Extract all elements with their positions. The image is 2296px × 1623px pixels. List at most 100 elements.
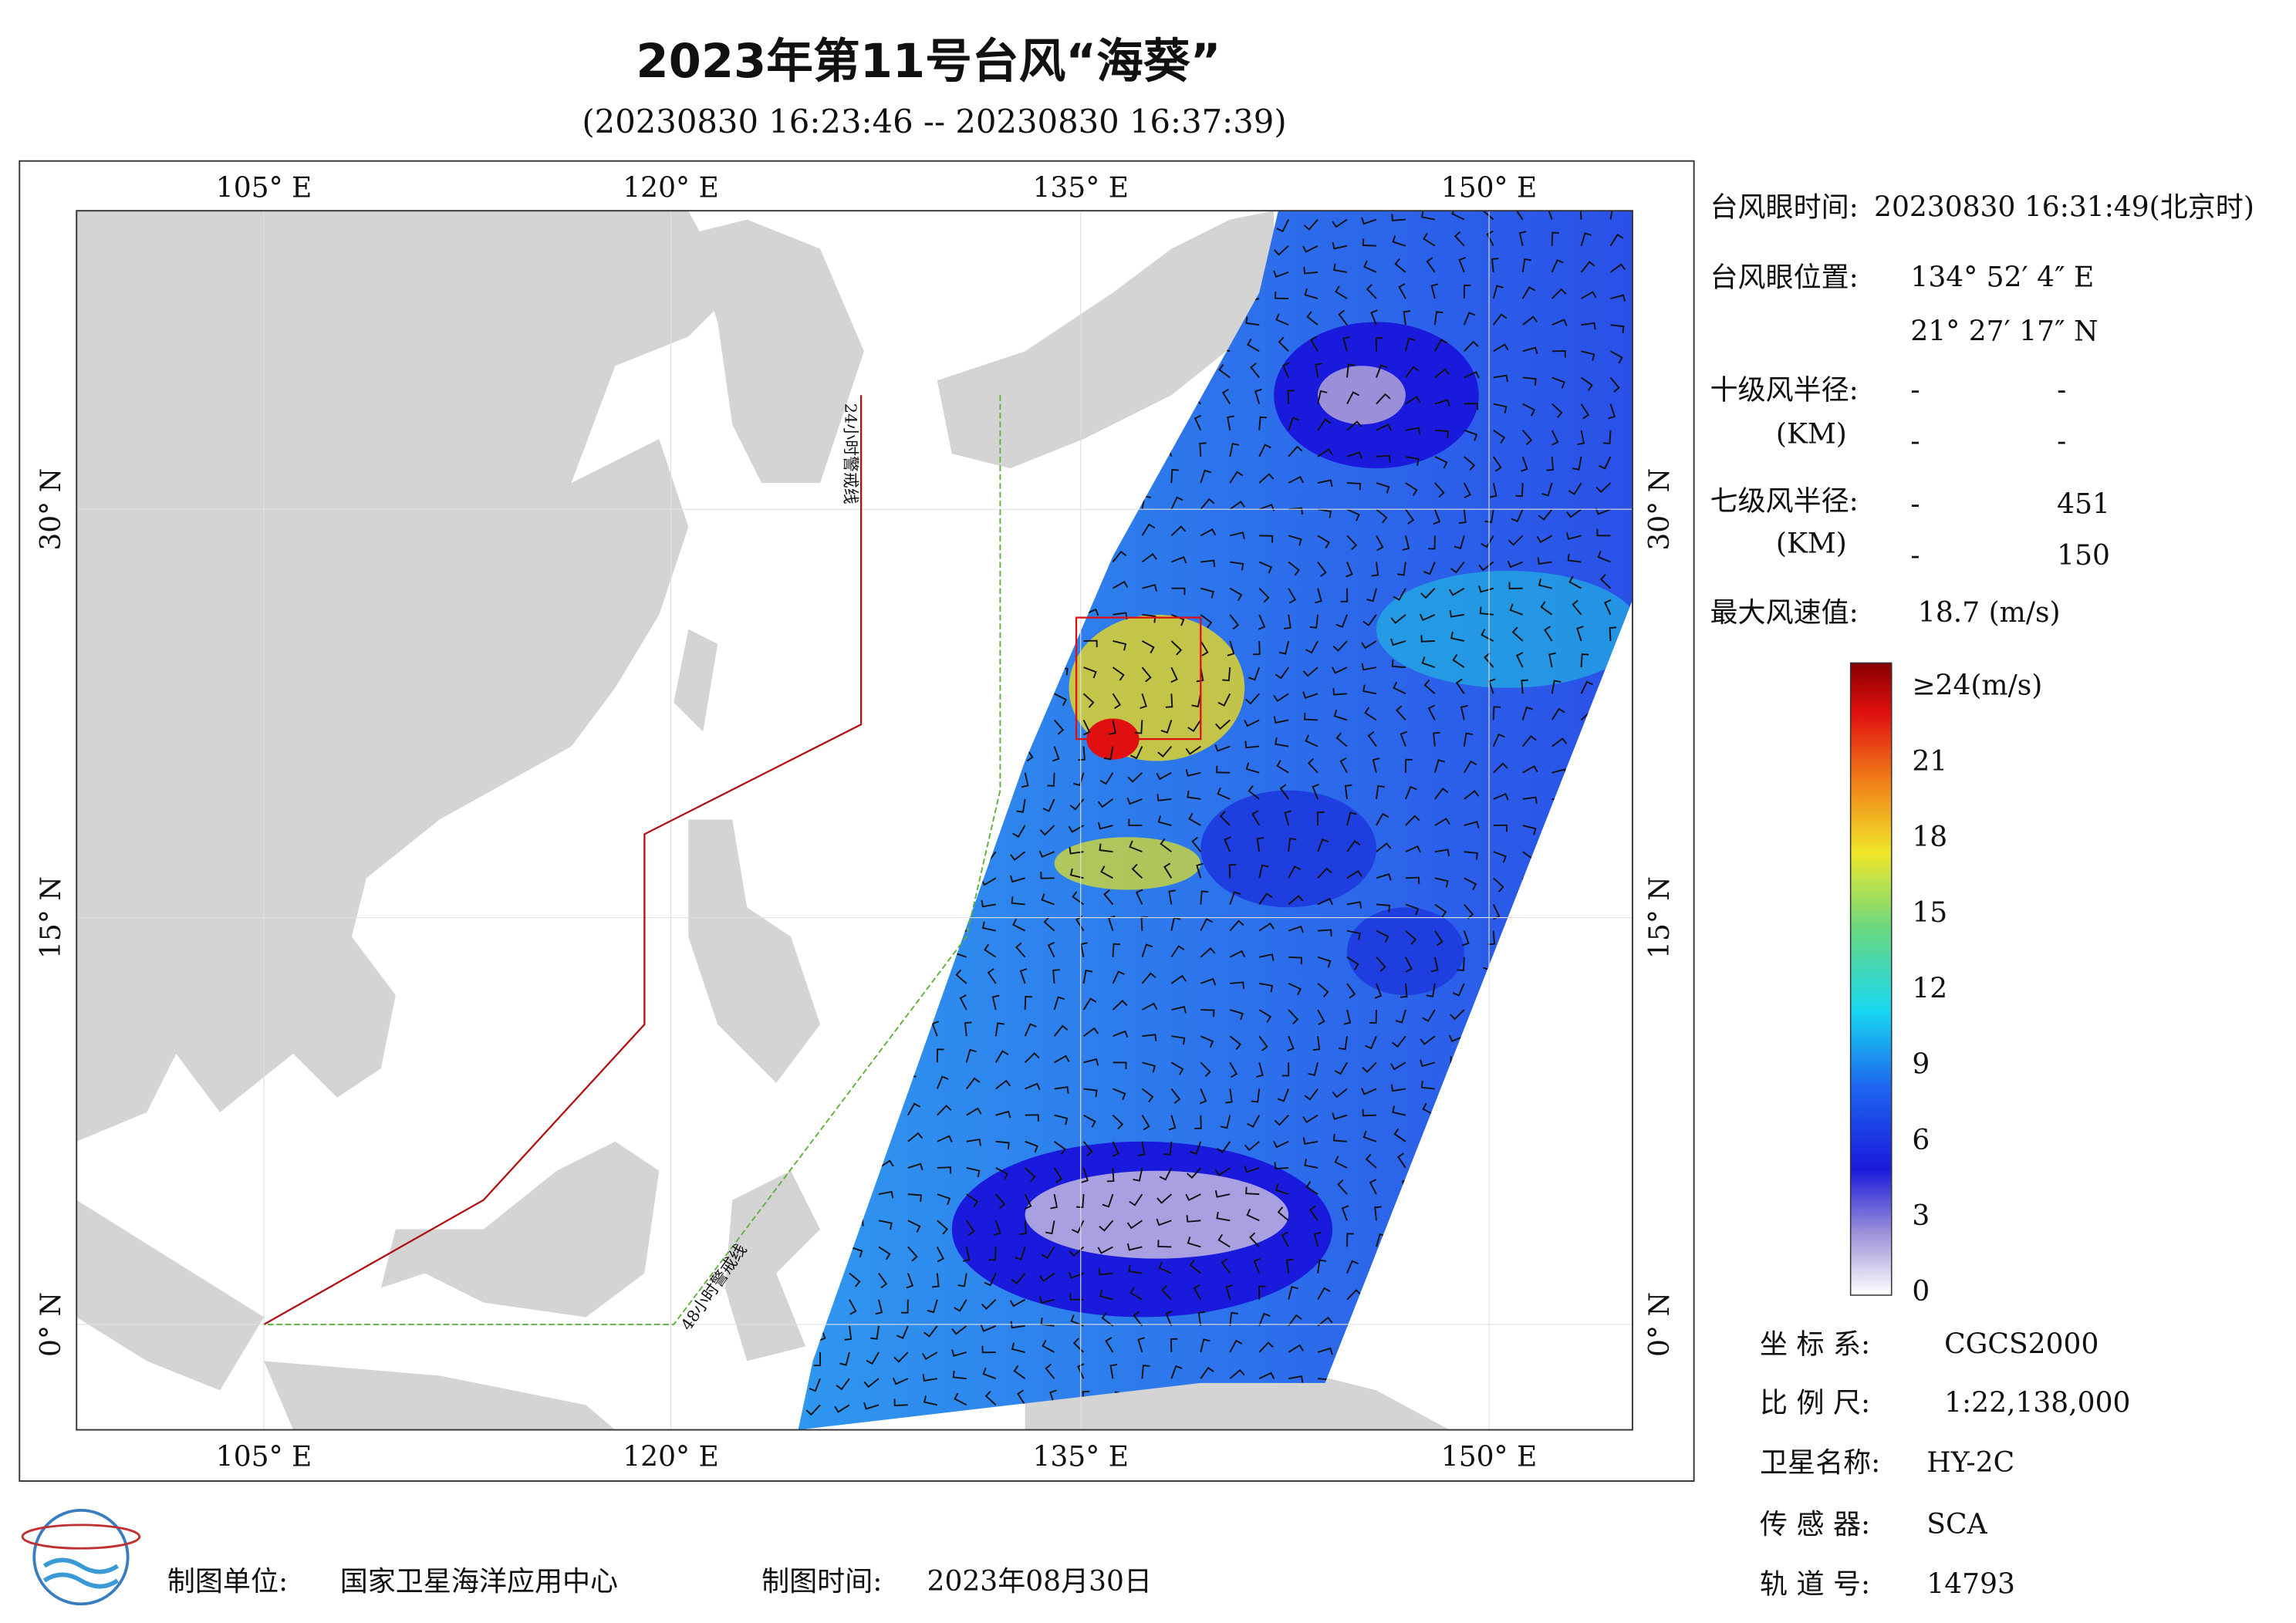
wind-barb (1433, 759, 1445, 773)
wind-barb (1316, 811, 1325, 826)
wind-barb (1405, 903, 1420, 916)
wind-barb (1493, 877, 1504, 892)
wind-barb (1112, 666, 1125, 681)
wind-barb (1141, 972, 1156, 984)
wind-barb (1258, 504, 1275, 511)
wind-barb (952, 1370, 967, 1380)
wind-barb (1275, 292, 1289, 299)
wind-barb (863, 1402, 880, 1410)
wind-barb (1346, 956, 1359, 970)
wind-barb (1041, 893, 1055, 906)
wind-barb (1256, 837, 1264, 852)
wind-barb (1112, 693, 1122, 710)
wind-barb (1221, 388, 1231, 405)
wind-barb (1258, 588, 1270, 603)
wind-barb (1335, 732, 1348, 747)
wind-barb (984, 1390, 997, 1406)
wind-barb (1275, 666, 1289, 680)
warning-line-24h (263, 395, 863, 1325)
wind-barb (1229, 501, 1245, 511)
wind-barb (1288, 417, 1300, 431)
wind-barb (1464, 429, 1478, 441)
wind-barb (1168, 889, 1176, 905)
wind-barb (1390, 1061, 1406, 1071)
value: 150 (2057, 540, 2110, 572)
wind-barb (1249, 1232, 1260, 1248)
wind-barb (809, 1378, 821, 1392)
wind-barb (1521, 286, 1536, 299)
wind-barb (1099, 843, 1113, 853)
wind-barb (951, 1325, 967, 1335)
wind-barb (1372, 758, 1380, 773)
lat-label: 15° N (1644, 876, 1676, 959)
wind-barb (1229, 1009, 1244, 1021)
wind-barb (1394, 258, 1406, 273)
wind-barb (1508, 535, 1524, 546)
wind-barb (849, 1299, 857, 1315)
wind-barb (1572, 456, 1582, 471)
wind-barb (1024, 1193, 1032, 1210)
wind-barb (1332, 640, 1348, 652)
wind-barb (1398, 283, 1406, 299)
wind-barb (1376, 393, 1391, 405)
value: - (2057, 374, 2066, 406)
wind-barb (1082, 720, 1091, 736)
wind-barb (1112, 580, 1129, 589)
wind-barb (1258, 892, 1273, 906)
wind-barb (1581, 376, 1593, 391)
wind-barb (1083, 1114, 1096, 1128)
wind-barb (936, 1075, 949, 1089)
wind-barb (1287, 1035, 1295, 1052)
wind-barb (1137, 1141, 1146, 1157)
wind-barb (1019, 968, 1028, 984)
wind-barb (1511, 508, 1524, 523)
wind-barb (1141, 523, 1156, 536)
wind-barb (1170, 974, 1187, 984)
wind-barb (1156, 1193, 1172, 1204)
wind-barb (1346, 562, 1353, 578)
wind-barb (1393, 1128, 1406, 1142)
wind-barb (1016, 798, 1026, 813)
wind-barb (1317, 983, 1329, 997)
wind-barb (1541, 482, 1553, 497)
wind-barb (1160, 720, 1173, 734)
value: - (1910, 374, 1920, 406)
wind-barb (1405, 930, 1417, 945)
wind-barb (1288, 983, 1302, 996)
wind-barb (1258, 473, 1275, 484)
wind-barb (1537, 557, 1552, 565)
wind-barb (1304, 288, 1319, 299)
wind-barb (1608, 403, 1616, 420)
wind-barb (1302, 691, 1319, 699)
wind-barb (1493, 343, 1509, 353)
wind-barb (1200, 1366, 1214, 1379)
value: 1:22,138,000 (1944, 1387, 2130, 1419)
wind-barb (1604, 599, 1612, 616)
colorbar-label: ≥24(m/s) (1912, 670, 2042, 702)
wind-barb (1248, 666, 1261, 681)
wind-barb (1284, 810, 1292, 826)
wind-barb (1580, 232, 1592, 247)
wind-barb (878, 1273, 888, 1289)
wind-barb (1346, 840, 1361, 852)
wind-barb (1609, 376, 1620, 393)
value: - (1910, 488, 1920, 520)
wind-barb (1170, 666, 1178, 683)
wind-barb (955, 969, 967, 984)
wind-barb (1396, 705, 1406, 721)
wind-barb (1171, 1035, 1186, 1045)
lon-label: 105° E (216, 1442, 312, 1473)
wind-barb (1464, 851, 1478, 860)
wind-barb (1521, 258, 1531, 273)
wind-barb (1141, 553, 1157, 563)
wind-barb (1190, 1141, 1202, 1156)
wind-barb (1567, 553, 1582, 563)
wind-barb (892, 1377, 909, 1385)
wind-barb (1009, 875, 1025, 883)
wind-barb (1250, 363, 1260, 379)
wind-barb (1024, 1167, 1036, 1183)
label: 比 例 尺: (1760, 1387, 1870, 1419)
wind-barb (1304, 1159, 1319, 1169)
wind-barb (1508, 582, 1523, 589)
wind-barb (923, 1395, 938, 1406)
